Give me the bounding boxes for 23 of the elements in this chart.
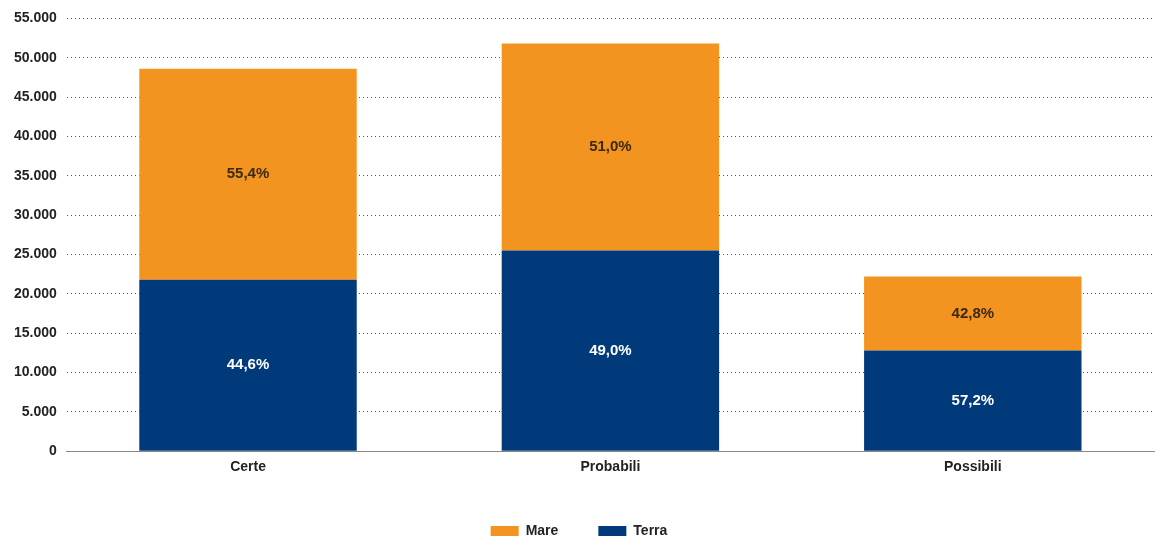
x-tick-label: Probabili <box>580 458 641 475</box>
y-tick-label: 25.000 <box>13 245 58 262</box>
annotation: 49,0% <box>589 340 632 358</box>
legend-label: Mare <box>525 521 559 538</box>
y-tick-label: 15.000 <box>13 324 58 341</box>
y-tick-label: 45.000 <box>13 87 58 104</box>
y-tick-label: 10.000 <box>13 363 58 380</box>
y-tick-label: 0 <box>49 442 58 459</box>
annotation: 51,0% <box>589 137 632 155</box>
y-tick-label: 40.000 <box>13 127 58 144</box>
x-tick-label: Certe <box>230 458 267 475</box>
annotation: 44,6% <box>226 355 270 373</box>
annotation: 57,2% <box>951 390 995 408</box>
y-tick-label: 30.000 <box>13 205 58 222</box>
y-tick-label: 35.000 <box>13 166 58 183</box>
y-tick-label: 20.000 <box>13 284 58 301</box>
legend-label: Terra <box>633 521 668 538</box>
annotation: 42,8% <box>951 303 995 321</box>
x-tick-label: Possibili <box>944 458 1002 475</box>
annotation: 55,4% <box>226 164 270 182</box>
y-tick-label: 55.000 <box>13 9 58 26</box>
y-tick-label: 50.000 <box>13 48 58 65</box>
y-tick-label: 5.000 <box>21 402 58 419</box>
